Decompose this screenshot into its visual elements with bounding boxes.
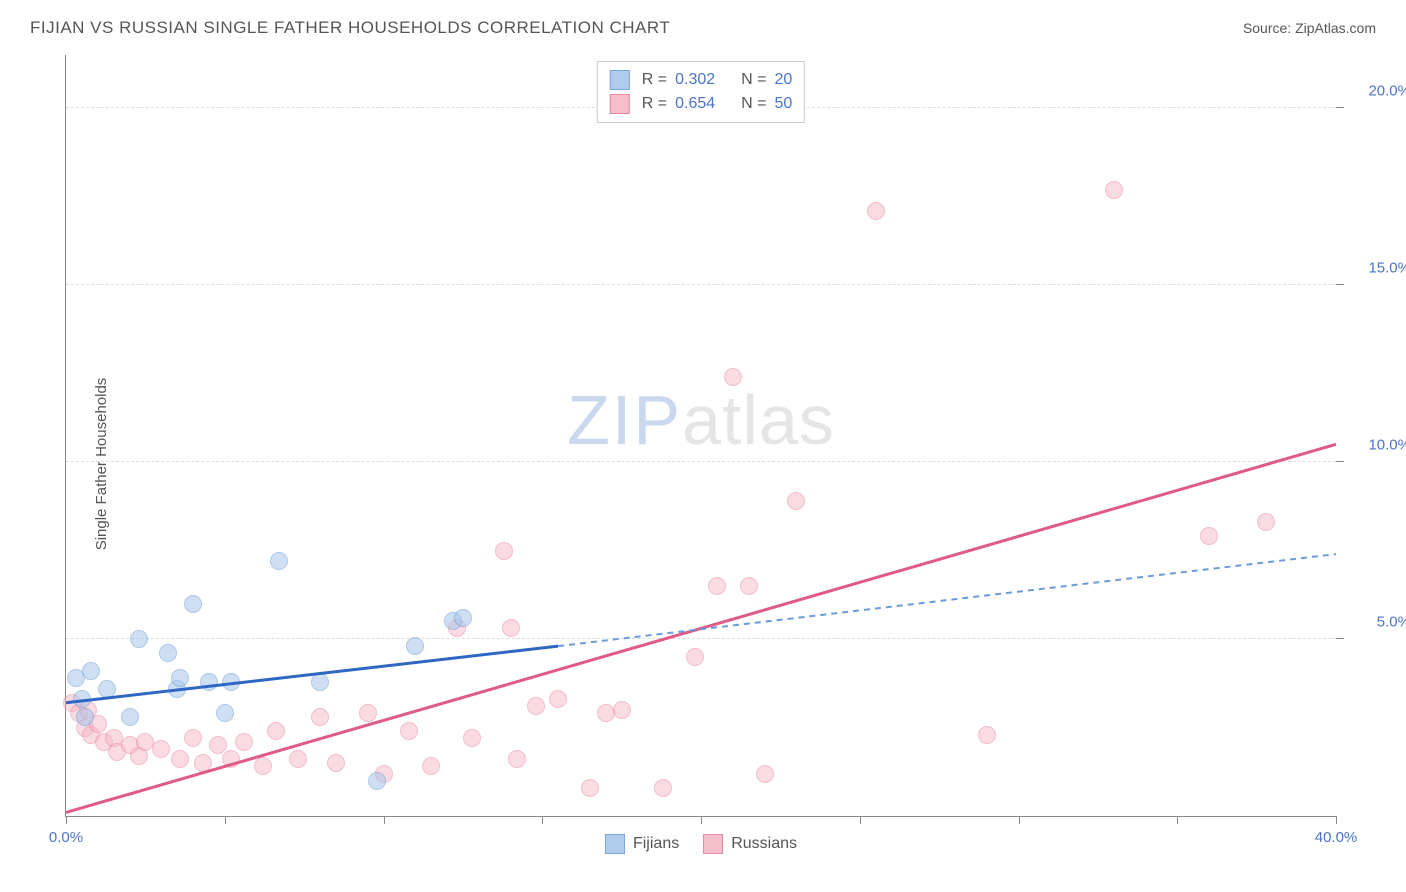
r-label: R = xyxy=(642,71,667,89)
n-value-russians: 50 xyxy=(774,95,792,113)
tick-y xyxy=(1336,461,1344,462)
y-tick-label: 5.0% xyxy=(1377,614,1406,631)
legend-correlation: R = 0.302 N = 20 R = 0.654 N = 50 xyxy=(597,61,805,123)
tick-x xyxy=(225,816,226,824)
n-label: N = xyxy=(741,95,766,113)
source-attribution: Source: ZipAtlas.com xyxy=(1243,20,1376,36)
legend-item-russians: Russians xyxy=(703,834,797,854)
legend-row-russians: R = 0.654 N = 50 xyxy=(610,92,792,116)
trendline xyxy=(558,554,1336,646)
trendline xyxy=(66,646,558,703)
tick-x xyxy=(1019,816,1020,824)
legend-label-russians: Russians xyxy=(731,835,797,853)
legend-row-fijians: R = 0.302 N = 20 xyxy=(610,68,792,92)
legend-swatch-fijians-icon xyxy=(605,834,625,854)
x-tick-label: 0.0% xyxy=(49,829,83,846)
plot-area: ZIPatlas R = 0.302 N = 20 R = 0.654 N = … xyxy=(65,55,1336,817)
tick-y xyxy=(1336,107,1344,108)
tick-x xyxy=(1177,816,1178,824)
legend-series: Fijians Russians xyxy=(605,834,797,854)
trendlines-layer xyxy=(66,55,1336,816)
x-tick-label: 40.0% xyxy=(1315,829,1358,846)
tick-x xyxy=(1336,816,1337,824)
r-value-fijians: 0.302 xyxy=(675,71,725,89)
r-value-russians: 0.654 xyxy=(675,95,725,113)
r-label: R = xyxy=(642,95,667,113)
legend-label-fijians: Fijians xyxy=(633,835,679,853)
n-label: N = xyxy=(741,71,766,89)
y-tick-label: 10.0% xyxy=(1368,437,1406,454)
tick-y xyxy=(1336,638,1344,639)
tick-x xyxy=(860,816,861,824)
chart-container: Single Father Households ZIPatlas R = 0.… xyxy=(30,55,1376,872)
tick-x xyxy=(542,816,543,824)
tick-x xyxy=(701,816,702,824)
y-tick-label: 15.0% xyxy=(1368,260,1406,277)
legend-swatch-fijians-icon xyxy=(610,70,630,90)
tick-x xyxy=(66,816,67,824)
tick-x xyxy=(384,816,385,824)
y-tick-label: 20.0% xyxy=(1368,83,1406,100)
tick-y xyxy=(1336,284,1344,285)
legend-swatch-russians-icon xyxy=(610,94,630,114)
n-value-fijians: 20 xyxy=(774,71,792,89)
legend-swatch-russians-icon xyxy=(703,834,723,854)
chart-title: FIJIAN VS RUSSIAN SINGLE FATHER HOUSEHOL… xyxy=(30,18,670,38)
legend-item-fijians: Fijians xyxy=(605,834,679,854)
